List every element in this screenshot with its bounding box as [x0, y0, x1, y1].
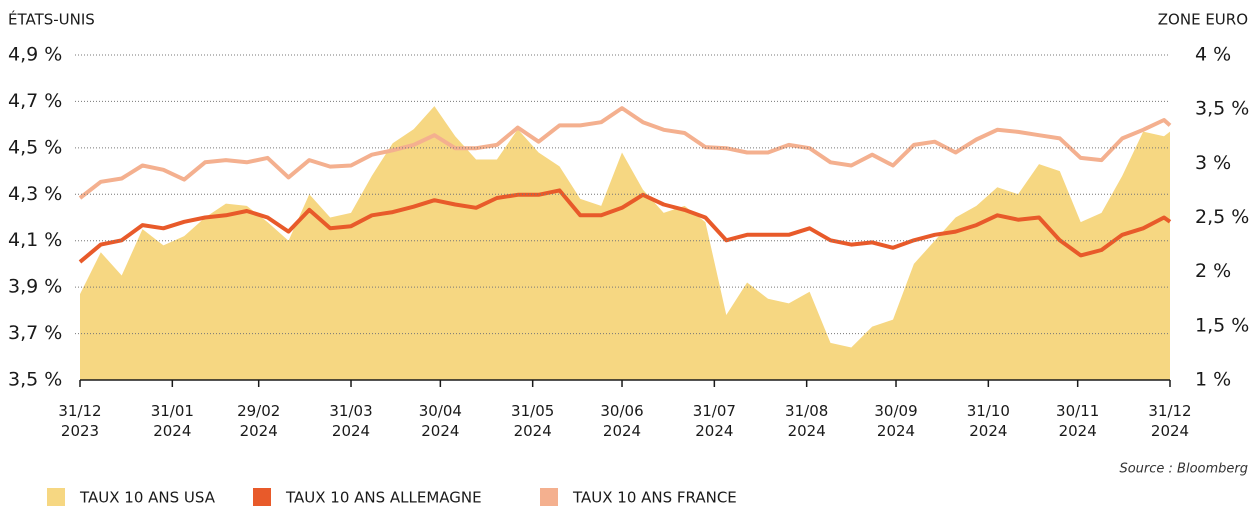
y-axis-label: ÉTATS-UNIS	[8, 10, 95, 29]
y-tick-label: 3,9 %	[8, 276, 62, 298]
x-tick-label: 31/12 2023	[58, 402, 101, 440]
legend-label: TAUX 10 ANS USA	[79, 489, 216, 507]
y-tick-label: 4,7 %	[8, 90, 62, 112]
y2-tick-label: 2,5 %	[1195, 206, 1249, 228]
line	[78, 188, 1172, 264]
x-tick-label: 31/08 2024	[785, 402, 828, 440]
legend-label: TAUX 10 ANS ALLEMAGNE	[285, 489, 482, 507]
x-tick-label: 30/11 2024	[1056, 402, 1099, 440]
y2-axis-label: ZONE EURO	[1158, 11, 1248, 29]
legend-swatch	[253, 488, 271, 506]
y-tick-label: 4,3 %	[8, 183, 62, 205]
x-tick-label: 31/12 2024	[1148, 402, 1191, 440]
x-tick-label: 31/01 2024	[151, 402, 194, 440]
y2-tick-label: 2 %	[1195, 260, 1231, 282]
y-tick-label: 4,1 %	[8, 229, 62, 251]
source: Source : Bloomberg	[1119, 462, 1248, 477]
x-tick-label: 31/05 2024	[511, 402, 554, 440]
x-tick-label: 31/03 2024	[329, 402, 372, 440]
y2-tick-label: 1 %	[1195, 369, 1231, 391]
line	[78, 106, 1172, 200]
x-tick-label: 30/09 2024	[874, 402, 917, 440]
y2-tick-label: 1,5 %	[1195, 314, 1249, 336]
legend-label: TAUX 10 ANS FRANCE	[572, 489, 737, 507]
y-tick-label: 4,9 %	[8, 44, 62, 66]
y2-tick-label: 4 %	[1195, 44, 1231, 66]
y-tick-label: 3,7 %	[8, 322, 62, 344]
x-tick-label: 31/07 2024	[693, 402, 736, 440]
y-tick-label: 3,5 %	[8, 369, 62, 391]
legend-swatch	[47, 488, 65, 506]
x-tick-label: 30/06 2024	[600, 402, 643, 440]
y2-tick-label: 3,5 %	[1195, 98, 1249, 120]
legend-swatch	[540, 488, 558, 506]
y-tick-label: 4,5 %	[8, 136, 62, 158]
area	[80, 106, 1170, 380]
x-tick-label: 31/10 2024	[967, 402, 1010, 440]
x-tick-label: 30/04 2024	[419, 402, 462, 440]
x-tick-label: 29/02 2024	[237, 402, 280, 440]
y2-tick-label: 3 %	[1195, 152, 1231, 174]
